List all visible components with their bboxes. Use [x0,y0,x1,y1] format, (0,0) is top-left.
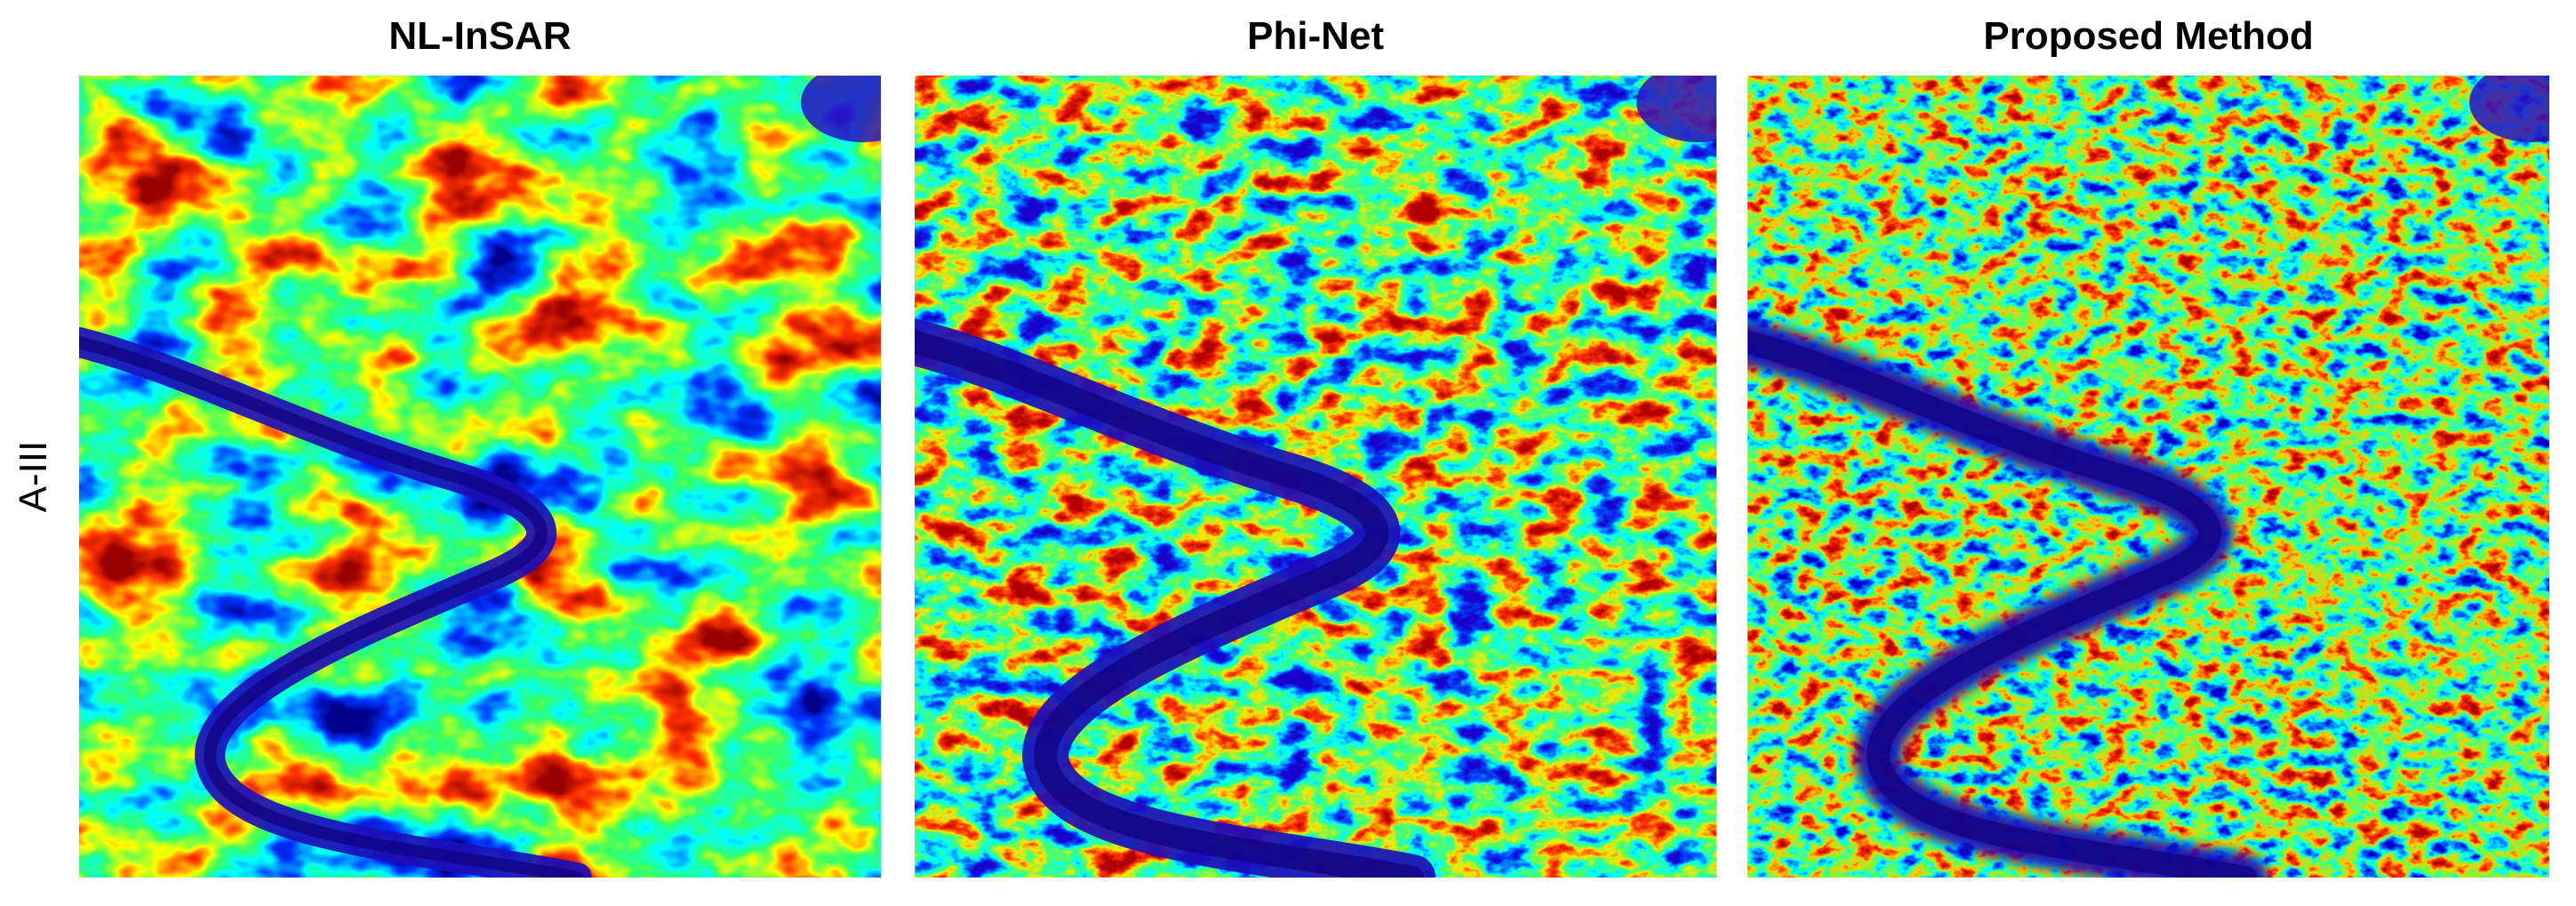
panel-title: Proposed Method [1983,14,2314,58]
river-core [79,336,583,878]
panel-image [1748,76,2549,878]
river-core [1748,331,2257,878]
corner-blob [1636,76,1716,142]
row-label: A-III [12,441,55,513]
panels: NL-InSAR Phi-Net Proposed Method [79,14,2549,878]
panel-image [79,76,881,878]
river-core [915,331,1424,878]
panel-image [915,76,1716,878]
panel-title: NL-InSAR [388,14,571,58]
corner-blob [2469,76,2549,142]
panel-title: Phi-Net [1247,14,1384,58]
corner-blob [801,76,881,142]
